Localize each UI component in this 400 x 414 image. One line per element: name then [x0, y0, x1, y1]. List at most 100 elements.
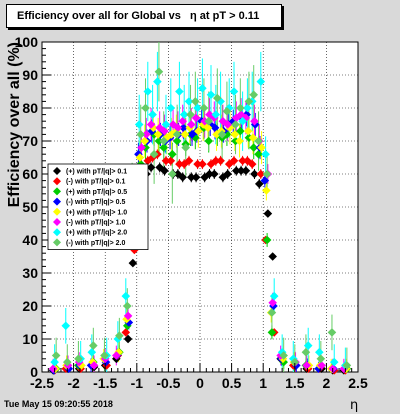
data-point — [199, 103, 209, 113]
data-point — [172, 130, 182, 139]
legend-label: (-) with pT/|q|> 1.0 — [66, 220, 125, 227]
data-point — [184, 97, 194, 106]
data-point — [112, 351, 121, 360]
data-point — [186, 120, 196, 129]
y-tick-label: 20 — [22, 298, 38, 314]
data-point — [317, 361, 326, 370]
data-point — [168, 149, 177, 159]
data-point — [121, 291, 131, 301]
y-axis-label: Efficiency over all (%) — [6, 42, 23, 207]
data-point — [303, 341, 313, 350]
data-point — [236, 126, 245, 136]
data-point — [262, 186, 271, 195]
x-tick-label: 0 — [196, 375, 204, 391]
data-point — [134, 149, 143, 159]
data-point — [121, 328, 131, 337]
data-point — [262, 169, 272, 179]
legend-marker — [53, 238, 61, 247]
data-point — [172, 136, 182, 146]
x-tick-label: -1.5 — [93, 375, 117, 391]
data-point — [115, 331, 124, 340]
data-point — [143, 87, 153, 96]
data-point — [179, 110, 189, 119]
y-tick-label: 60 — [22, 166, 38, 182]
data-point — [262, 235, 272, 245]
data-point — [243, 126, 253, 136]
data-point — [128, 258, 138, 268]
x-tick-label: -2 — [67, 375, 80, 391]
y-tick-label: 0 — [30, 364, 38, 380]
data-point — [254, 149, 263, 159]
axes: -2.5 -2 -1.5 -1 -0.5 0 0.5 1 1.5 2 2.5 0 10 20 30 40 50 6… — [15, 34, 368, 391]
data-point — [87, 347, 97, 357]
data-point — [180, 130, 190, 139]
data-point — [249, 90, 259, 100]
data-point — [203, 123, 213, 133]
data-point — [161, 156, 171, 166]
data-point — [61, 321, 71, 331]
data-point — [159, 143, 169, 152]
y-tick-label: 100 — [15, 34, 39, 50]
timestamp: Tue May 15 09:20:55 2018 — [4, 399, 113, 409]
x-tick-label: 2 — [323, 375, 331, 391]
data-point — [166, 156, 176, 166]
data-point — [213, 93, 222, 103]
legend-label: (-) with pT/|q|> 0.1 — [66, 179, 125, 186]
data-point — [339, 364, 349, 373]
data-point — [161, 120, 171, 129]
data-point — [186, 173, 196, 182]
data-point — [231, 120, 240, 129]
data-point — [254, 179, 264, 189]
y-tick-label: 30 — [22, 265, 38, 281]
data-point — [279, 351, 288, 360]
data-point — [268, 298, 277, 307]
data-point — [211, 110, 221, 119]
data-point — [247, 159, 257, 169]
data-point — [206, 90, 216, 100]
data-point — [178, 173, 187, 182]
data-point — [198, 83, 207, 93]
x-tick-label: 1 — [259, 375, 267, 391]
data-point — [256, 77, 266, 86]
data-point — [168, 120, 178, 129]
data-point — [261, 149, 270, 159]
data-point — [327, 328, 337, 337]
data-point — [216, 156, 225, 166]
data-point — [175, 87, 184, 96]
legend-marker — [53, 207, 61, 216]
legend-label: (+) with pT/|q|> 0.1 — [66, 169, 127, 176]
data-point — [123, 301, 132, 311]
data-point — [263, 209, 273, 218]
data-point — [205, 169, 214, 179]
data-point — [141, 130, 151, 139]
data-point — [225, 123, 235, 133]
data-point — [204, 116, 214, 126]
data-point — [155, 123, 164, 133]
data-point — [122, 314, 131, 324]
y-tick-label: 90 — [22, 67, 38, 83]
data-point — [191, 133, 200, 142]
data-point — [243, 103, 252, 113]
legend-marker — [53, 187, 61, 196]
data-point — [217, 130, 227, 139]
data-point — [290, 357, 300, 367]
data-point — [153, 77, 162, 86]
data-point — [200, 173, 209, 182]
data-point — [209, 169, 219, 179]
y-tick-label: 50 — [22, 199, 38, 215]
data-point — [191, 113, 201, 123]
data-point — [149, 149, 159, 159]
data-point — [160, 126, 169, 136]
data-point — [166, 103, 176, 113]
data-point — [154, 67, 164, 76]
data-point — [178, 116, 187, 126]
data-point — [223, 120, 232, 129]
legend-label: (+) with pT/|q|> 1.0 — [66, 209, 127, 216]
data-point — [162, 133, 172, 142]
data-point — [147, 126, 157, 136]
data-point — [315, 347, 324, 357]
data-point — [301, 347, 311, 357]
data-point — [148, 110, 157, 119]
data-point — [222, 130, 232, 139]
data-point — [181, 143, 191, 152]
